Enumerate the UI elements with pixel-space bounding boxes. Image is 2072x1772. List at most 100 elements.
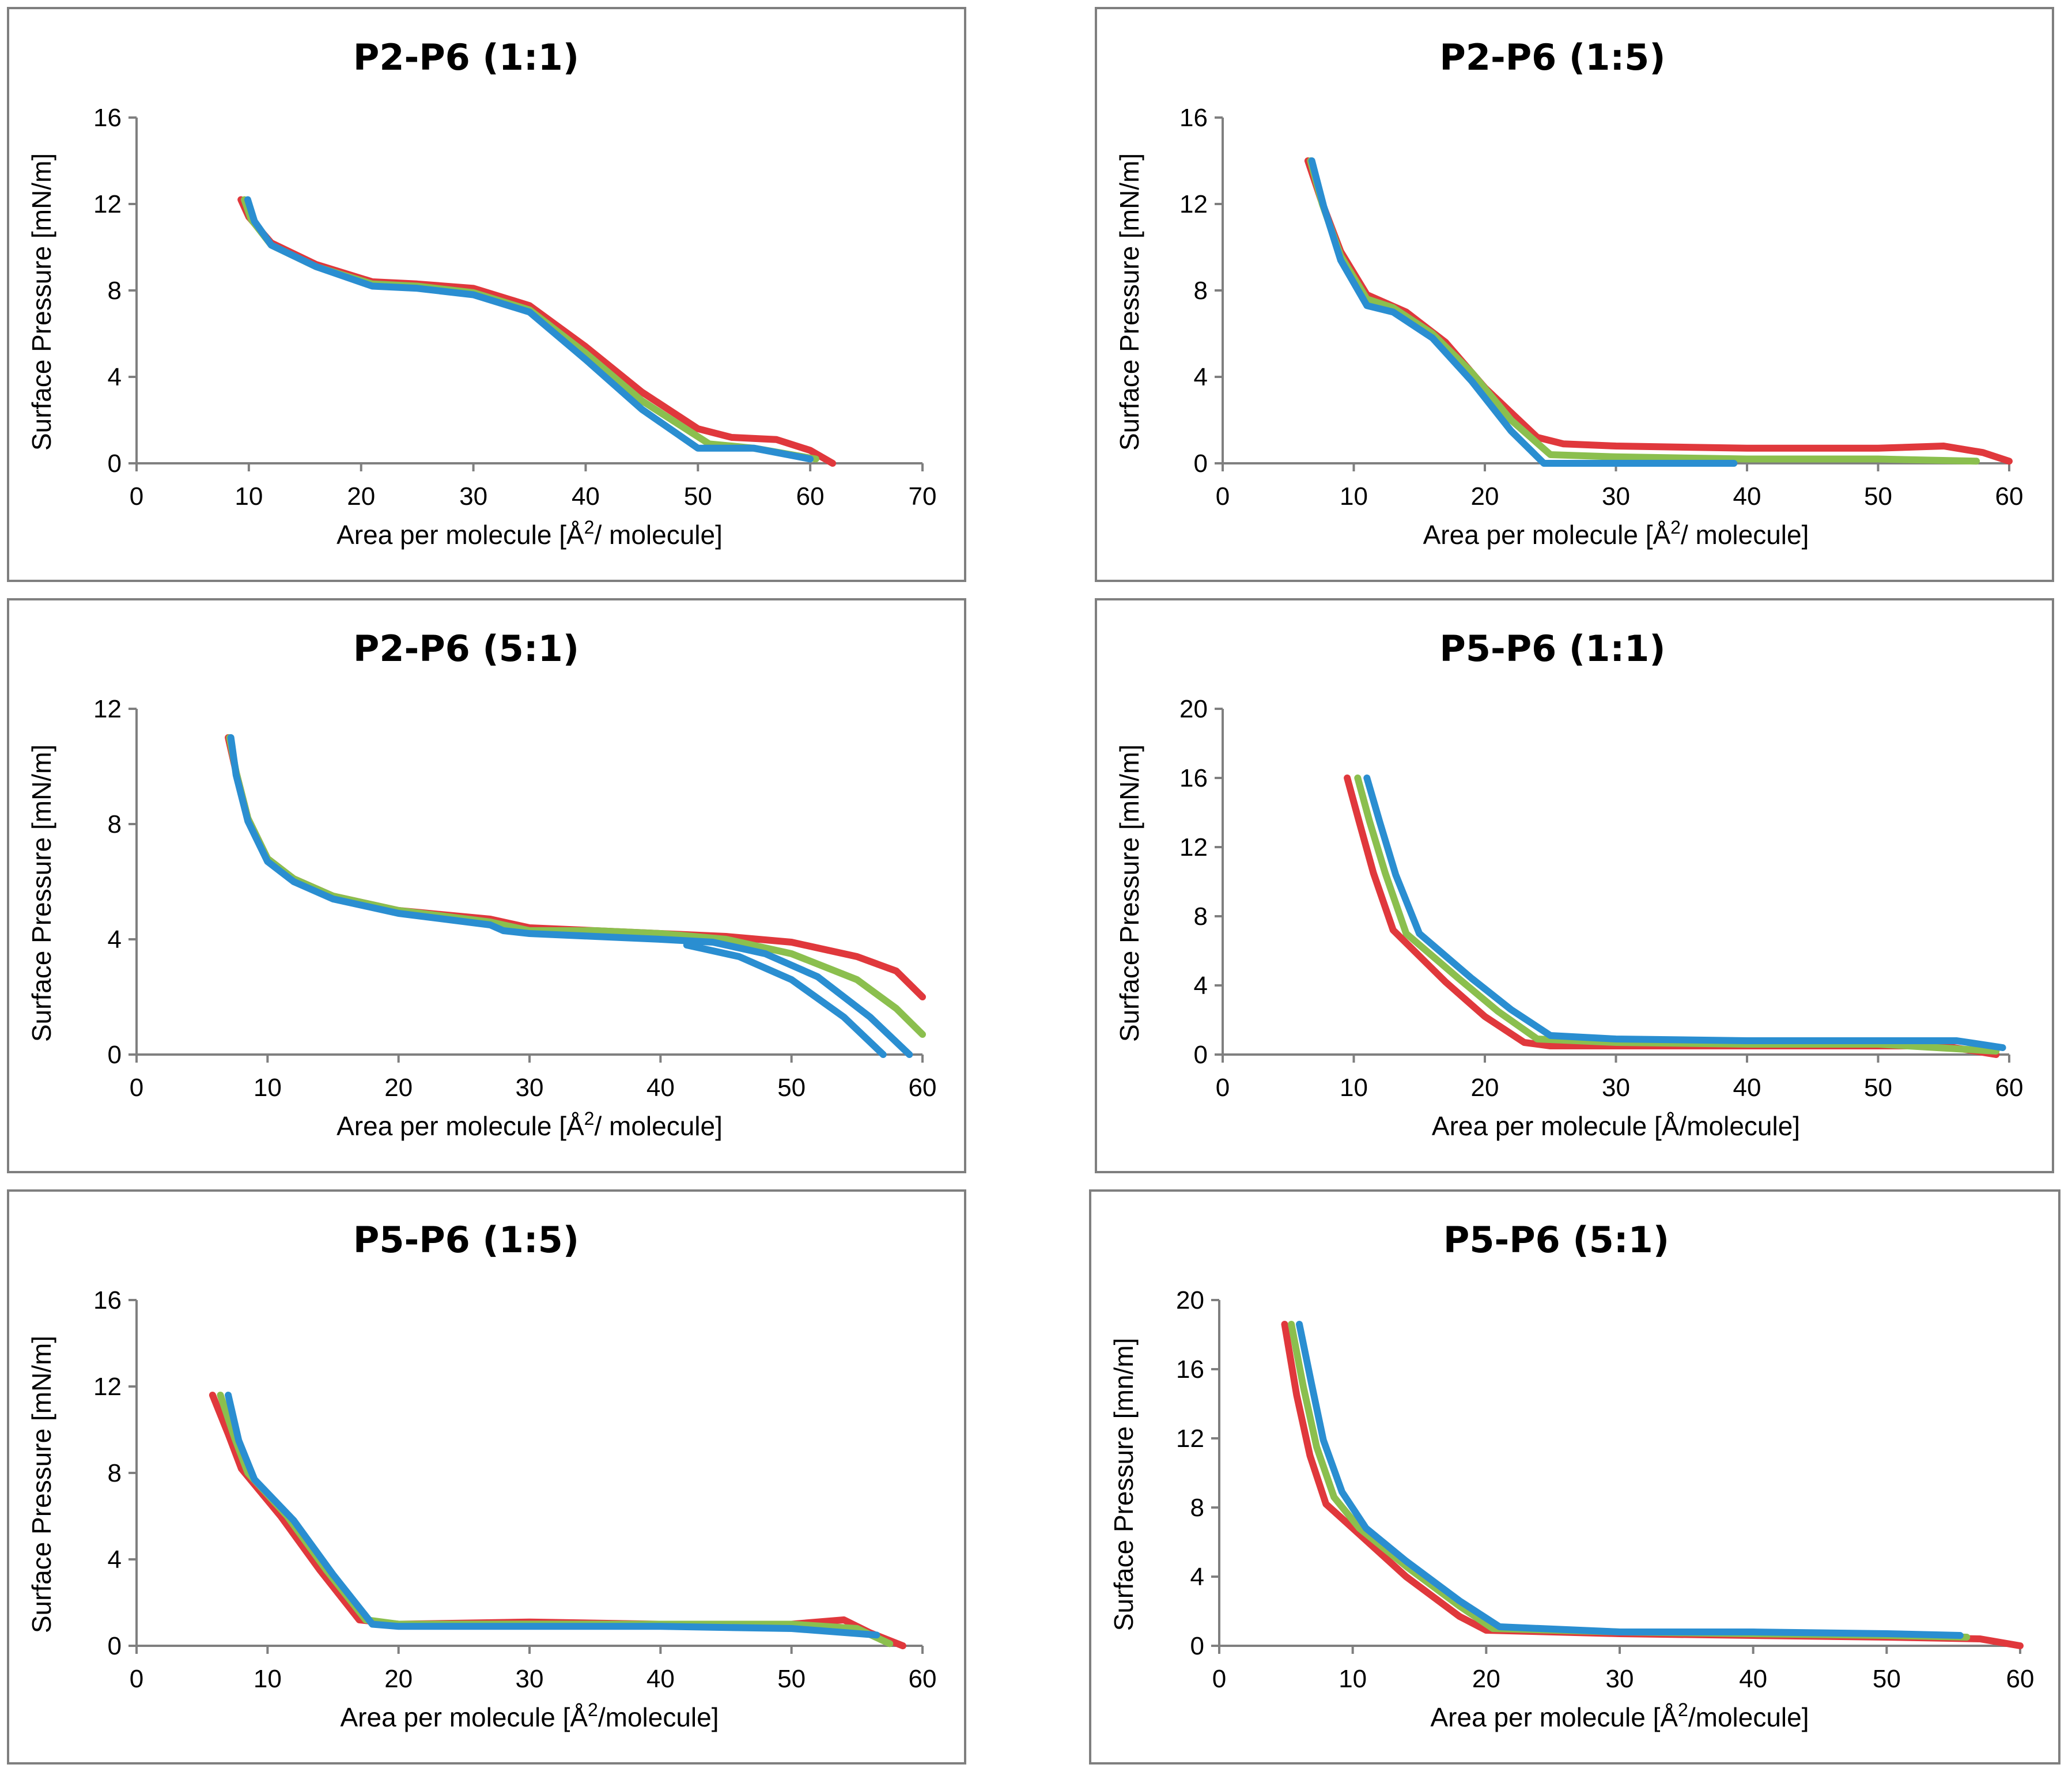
x-tick-label: 50 <box>684 482 712 511</box>
y-tick-label: 4 <box>1194 972 1208 1000</box>
y-tick-label: 8 <box>108 277 122 305</box>
x-tick-label: 50 <box>777 1665 806 1693</box>
y-axis-title: Surface Pressure [mN/m] <box>1114 153 1144 451</box>
chart-title: P2-P6 (5:1) <box>353 628 579 670</box>
x-tick-label: 0 <box>130 482 143 511</box>
chart-svg: P2-P6 (1:1) 0 4 8 12 16 0 10 20 30 40 50 60 70 Area pe… <box>27 36 937 550</box>
y-tick-label: 8 <box>1194 277 1208 305</box>
chart-svg: P5-P6 (1:5) 0 4 8 12 16 0 10 20 30 40 50 60 Area per … <box>27 1219 937 1732</box>
y-tick-label: 12 <box>1176 1425 1204 1453</box>
series-line-green <box>241 196 819 463</box>
y-tick-label: 0 <box>108 449 122 478</box>
series-line-green <box>217 1392 894 1648</box>
y-tick-label: 20 <box>1179 695 1208 723</box>
series-line-blue <box>227 734 913 1058</box>
y-axis-title: Surface Pressure [mn/m] <box>1109 1338 1139 1631</box>
chart-svg: P5-P6 (1:1) 0 4 8 12 16 20 0 10 20 30 40 50 60 Area pe… <box>1114 628 2024 1141</box>
series-line-green <box>226 734 926 1038</box>
x-tick-label: 0 <box>1212 1665 1226 1693</box>
series-line-blue <box>1363 774 2006 1051</box>
series-line-blue <box>683 942 887 1058</box>
chart-title: P5-P6 (1:5) <box>353 1219 579 1261</box>
y-tick-label: 12 <box>93 190 122 218</box>
x-tick-label: 60 <box>909 1665 937 1693</box>
chart-svg: P2-P6 (5:1) 0 4 8 12 0 10 20 30 40 50 60 Area per mo… <box>27 628 937 1141</box>
series-line-blue <box>1296 1321 1964 1639</box>
y-tick-label: 4 <box>1194 363 1208 391</box>
x-tick-label: 40 <box>1739 1665 1767 1693</box>
y-tick-label: 8 <box>108 1459 122 1487</box>
chart-title: P5-P6 (1:1) <box>1439 628 1665 670</box>
x-tick-label: 30 <box>1602 1074 1630 1102</box>
x-axis-title: Area per molecule [Å/molecule] <box>1432 1111 1800 1141</box>
chart-panel-p5-p6-5-1: P5-P6 (5:1) 0 4 8 12 16 20 0 10 20 30 40 50 60 Area pe… <box>1089 1189 2060 1765</box>
y-tick-label: 16 <box>93 1286 122 1314</box>
x-tick-label: 30 <box>1606 1665 1634 1693</box>
series-line-red <box>1281 1321 2024 1649</box>
y-axis-title: Surface Pressure [mN/m] <box>1114 745 1144 1042</box>
y-tick-label: 16 <box>1179 764 1208 792</box>
series-line-red <box>1344 774 2000 1058</box>
x-tick-label: 10 <box>254 1665 282 1693</box>
chart-panel-p2-p6-1-5: P2-P6 (1:5) 0 4 8 12 16 0 10 20 30 40 50 60 Area per … <box>1095 7 2054 582</box>
chart-panel-p5-p6-1-5: P5-P6 (1:5) 0 4 8 12 16 0 10 20 30 40 50 60 Area per … <box>7 1189 966 1765</box>
x-tick-label: 0 <box>1216 482 1230 511</box>
x-tick-label: 40 <box>646 1074 675 1102</box>
y-tick-label: 8 <box>108 810 122 838</box>
y-axis-title: Surface Pressure [mN/m] <box>27 1336 56 1633</box>
x-tick-label: 60 <box>1995 1074 2024 1102</box>
y-tick-label: 12 <box>93 695 122 723</box>
y-tick-label: 16 <box>1179 104 1208 132</box>
x-tick-label: 40 <box>572 482 600 511</box>
x-tick-label: 40 <box>646 1665 675 1693</box>
x-tick-label: 20 <box>1471 482 1499 511</box>
x-axis-title: Area per molecule [Å2/molecule] <box>1431 1699 1809 1732</box>
y-tick-label: 0 <box>108 1632 122 1660</box>
y-tick-label: 12 <box>1179 190 1208 218</box>
x-tick-label: 10 <box>1340 482 1368 511</box>
x-tick-label: 30 <box>1602 482 1630 511</box>
x-tick-label: 10 <box>1339 1665 1367 1693</box>
y-tick-label: 0 <box>1190 1632 1204 1660</box>
x-tick-label: 10 <box>1340 1074 1368 1102</box>
y-tick-label: 4 <box>1190 1563 1204 1591</box>
x-tick-label: 30 <box>459 482 487 511</box>
x-tick-label: 20 <box>384 1665 413 1693</box>
x-tick-label: 70 <box>909 482 937 511</box>
y-axis-title: Surface Pressure [mN/m] <box>27 153 56 451</box>
series-line-red <box>1304 157 2013 465</box>
y-tick-label: 16 <box>93 104 122 132</box>
series-line-red <box>237 196 837 467</box>
y-tick-label: 8 <box>1194 902 1208 931</box>
x-tick-label: 60 <box>1995 482 2024 511</box>
x-tick-label: 20 <box>384 1074 413 1102</box>
series-line-red <box>209 1392 906 1649</box>
x-axis-title: Area per molecule [Å2/molecule] <box>341 1699 719 1732</box>
x-axis-title: Area per molecule [Å2/ molecule] <box>336 517 723 550</box>
x-tick-label: 40 <box>1733 1074 1761 1102</box>
y-axis-title: Surface Pressure [mN/m] <box>27 745 56 1042</box>
x-tick-label: 20 <box>1471 1074 1499 1102</box>
y-tick-label: 0 <box>108 1041 122 1069</box>
x-tick-label: 50 <box>1873 1665 1901 1693</box>
x-tick-label: 60 <box>2006 1665 2035 1693</box>
x-tick-label: 0 <box>1216 1074 1230 1102</box>
x-tick-label: 50 <box>1864 482 1892 511</box>
y-tick-label: 12 <box>1179 833 1208 862</box>
x-tick-label: 40 <box>1733 482 1761 511</box>
x-tick-label: 30 <box>516 1074 544 1102</box>
y-tick-label: 8 <box>1190 1494 1204 1522</box>
x-tick-label: 60 <box>796 482 825 511</box>
x-tick-label: 50 <box>1864 1074 1892 1102</box>
series-line-blue <box>225 1392 880 1639</box>
x-tick-label: 20 <box>347 482 375 511</box>
chart-title: P2-P6 (1:5) <box>1439 36 1665 78</box>
y-tick-label: 0 <box>1194 1041 1208 1069</box>
x-axis-title: Area per molecule [Å2/ molecule] <box>336 1108 723 1141</box>
x-tick-label: 60 <box>909 1074 937 1102</box>
chart-title: P2-P6 (1:1) <box>353 36 579 78</box>
x-tick-label: 0 <box>130 1665 143 1693</box>
x-tick-label: 20 <box>1472 1665 1500 1693</box>
chart-panel-p5-p6-1-1: P5-P6 (1:1) 0 4 8 12 16 20 0 10 20 30 40 50 60 Area pe… <box>1095 598 2054 1173</box>
x-tick-label: 50 <box>777 1074 806 1102</box>
